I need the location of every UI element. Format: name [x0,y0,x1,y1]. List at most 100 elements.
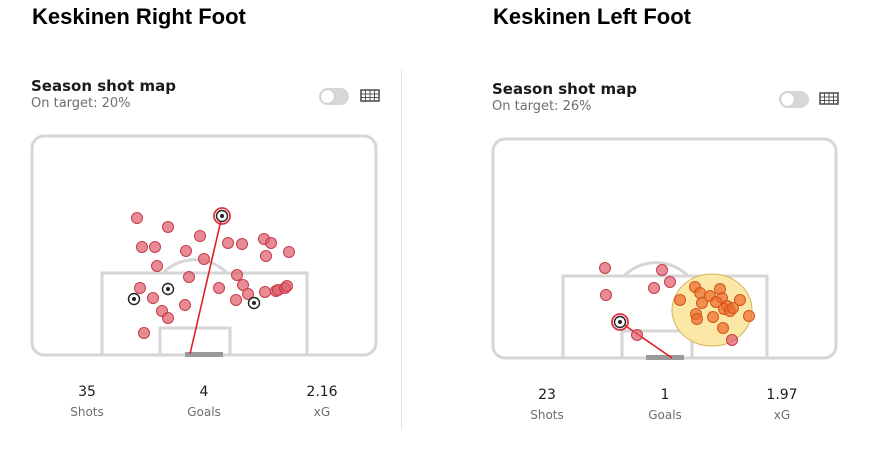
toggle-knob [781,93,794,106]
stat-label: Shots [70,405,104,419]
shot-point [727,302,739,314]
shot-point [265,237,277,249]
stat-value: 2.16 [306,384,338,400]
stat-value: 35 [78,384,96,400]
goal-shot-marker [161,282,175,296]
stat-label: Shots [530,408,564,422]
panel-divider [401,70,402,430]
toggle-switch[interactable] [319,88,349,105]
goal-shot-marker [127,292,141,306]
shot-point [231,269,243,281]
goal-net-icon[interactable] [359,86,381,104]
shot-trajectory-line [619,321,673,359]
toggle-switch[interactable] [779,91,809,108]
pitch-left-foot [491,137,838,360]
shot-point [183,271,195,283]
shot-point [710,296,722,308]
card-title: Season shot map [492,80,638,98]
shot-trajectory-line [189,215,223,355]
shot-point [236,238,248,250]
shot-point [194,230,206,242]
heat-zone [671,273,753,347]
card-title: Season shot map [31,77,177,95]
stat-label: Goals [187,405,221,419]
goal-shot-marker [611,313,629,331]
shot-point [734,294,746,306]
shot-point [180,245,192,257]
shot-point [664,276,676,288]
panel-heading-left-foot: Keskinen Left Foot [493,4,692,29]
on-target-subtitle: On target: 26% [492,99,592,114]
goal-mouth [185,352,223,357]
football-icon-center [132,297,136,301]
shot-map-card-left-foot: Season shot map On target: 26% [492,80,852,450]
shot-point [283,246,295,258]
goal-shot-marker [247,296,261,310]
stat-label: Goals [648,408,682,422]
goal-net-icon[interactable] [818,89,840,107]
football-icon-center [220,214,224,218]
stat-shots: 35 Shots [47,384,127,419]
stat-value: 4 [199,384,209,400]
shot-point [599,262,611,274]
football-icon-center [618,320,622,324]
shot-point [151,260,163,272]
stat-shots: 23 Shots [507,387,587,422]
shot-point [138,327,150,339]
shot-marks-right-foot [127,207,295,355]
goal-mouth [646,355,684,360]
stat-label: xG [313,405,331,419]
toggle-knob [321,90,334,103]
goal-ring [213,207,231,225]
shot-point [656,264,668,276]
stat-value: 1.97 [766,387,798,403]
penalty-arc [161,258,229,275]
shot-point [149,241,161,253]
penalty-arc [622,261,690,278]
goal-shot-marker [213,207,231,225]
shot-point [179,299,191,311]
shot-point [691,313,703,325]
stat-xg: 2.16 xG [282,384,362,419]
shot-point [147,292,159,304]
shot-point [281,280,293,292]
goal-ring [611,313,629,331]
shot-point [213,282,225,294]
shot-marks-left-foot [599,262,755,359]
shot-point [162,312,174,324]
shot-point [631,329,643,341]
shot-point [242,288,254,300]
stat-goals: 4 Goals [164,384,244,419]
pitch-right-foot [30,134,378,357]
pitch-outline [491,137,838,360]
panel-heading-right-foot: Keskinen Right Foot [32,4,246,29]
stat-value: 23 [538,387,556,403]
stat-xg: 1.97 xG [742,387,822,422]
football-icon-center [166,287,170,291]
shot-point [707,311,719,323]
football-icon-center [252,301,256,305]
shot-point [694,287,706,299]
pitch-outline [30,134,378,357]
stat-value: 1 [660,387,670,403]
shot-point [134,282,146,294]
shot-point [237,279,249,291]
shot-point [726,334,738,346]
shot-point [230,294,242,306]
shot-point [131,212,143,224]
stat-goals: 1 Goals [625,387,705,422]
on-target-subtitle: On target: 20% [31,96,131,111]
shot-point [136,241,148,253]
shot-point [259,286,271,298]
shot-point [198,253,210,265]
shot-point [260,250,272,262]
stat-label: xG [773,408,791,422]
shot-point [600,289,612,301]
shot-point [222,237,234,249]
shot-map-card-right-foot: Season shot map On target: 20% [31,77,391,447]
shot-point [717,322,729,334]
shot-point [674,294,686,306]
shot-point [696,297,708,309]
shot-point [743,310,755,322]
